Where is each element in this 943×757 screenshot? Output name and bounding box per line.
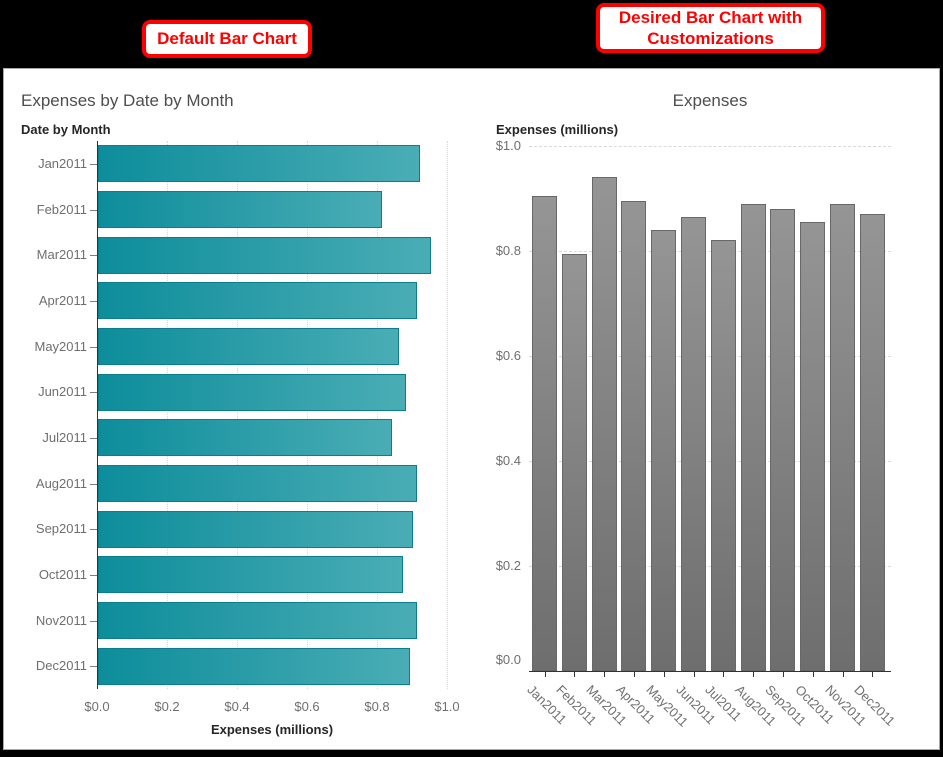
bar[interactable] [621,201,647,671]
tick-mark [90,666,97,668]
value-tick-label: $0.8 [495,243,521,258]
tick-mark [90,529,97,531]
bar[interactable] [830,204,855,671]
bar[interactable] [98,282,417,320]
value-tick-label: $0.0 [84,699,110,714]
tick-mark [90,255,97,257]
left-chart-title: Expenses by Date by Month [21,91,234,110]
gridline [167,141,168,689]
category-tick-label: Jun2011 [38,384,87,400]
tick-mark [633,672,635,677]
bar[interactable] [98,556,403,594]
category-tick-label: Mar2011 [36,247,87,263]
report-panel: Expenses by Date by Month Date by Month … [3,68,940,750]
bar[interactable] [561,254,587,671]
gridline [447,141,448,689]
tick-mark [812,672,814,677]
tick-mark [90,392,97,394]
right-chart-title: Expenses [672,91,748,110]
bar[interactable] [770,209,796,671]
category-tick-label: Dec2011 [35,658,87,674]
bar[interactable] [98,647,410,685]
tick-mark [574,672,576,677]
category-tick-label: Feb2011 [36,201,87,217]
category-tick-label: Oct2011 [38,566,87,582]
default-chart-annotation: Default Bar Chart [142,20,312,58]
desired-chart-annotation: Desired Bar Chart with Customizations [596,3,825,53]
tick-mark [842,672,844,677]
desired-chart-annotation-label: Desired Bar Chart with Customizations [618,7,803,48]
bar[interactable] [98,510,413,548]
value-tick-label: $0.6 [294,699,320,714]
bar[interactable] [98,145,420,183]
bar[interactable] [98,419,392,457]
category-tick-label: May2011 [34,338,87,354]
value-tick-label: $0.8 [364,699,390,714]
gridline [529,461,891,462]
gridline [307,141,308,689]
gridline [237,141,238,689]
tick-mark [753,672,755,677]
tick-mark [90,300,97,302]
bar[interactable] [98,373,406,411]
gridline [529,251,891,252]
bar[interactable] [98,602,417,639]
category-axis-line [97,141,98,689]
tick-mark [90,209,97,211]
category-tick-label: Aug2011 [35,475,87,491]
tick-mark [90,437,97,439]
right-chart-value-axis-title: Expenses (millions) [496,122,619,137]
bar[interactable] [98,191,382,228]
category-tick-label: Jan2011 [38,155,87,171]
bar[interactable] [681,217,706,671]
bar[interactable] [740,204,766,671]
left-chart-value-axis-title: Expenses (millions) [210,722,334,737]
tick-mark [90,574,97,576]
tick-mark [872,672,874,677]
category-tick-label: Jul2011 [42,429,87,445]
value-axis-line [529,671,891,672]
gridline [529,356,891,357]
tick-mark [693,672,695,677]
tick-mark [544,672,546,677]
tick-mark [663,672,665,677]
bar[interactable] [591,177,617,671]
tick-mark [723,672,725,677]
bar[interactable] [859,214,885,671]
bar[interactable] [710,240,736,671]
value-tick-label: $0.4 [224,699,250,714]
bar[interactable] [532,196,557,671]
bar[interactable] [651,230,677,671]
right-chart-plot: $0.0 $0.2 $0.4 $0.6 $0.8 $1.0 Jan2011 Feb2011 Ma… [4,69,941,751]
bar[interactable] [98,236,431,274]
tick-mark [604,672,606,677]
bar[interactable] [800,222,826,671]
left-chart-plot: Jan2011 Feb2011 Mar2011 Apr2011 May2011 Jun20… [4,69,484,751]
bar[interactable] [98,465,417,502]
left-chart-category-axis-title: Date by Month [21,122,111,137]
gridline [529,146,891,147]
tick-mark [782,672,784,677]
tick-mark [90,163,97,165]
value-tick-label: $0.6 [495,348,521,363]
category-tick-label: Apr2011 [38,292,87,308]
value-tick-label: $0.0 [495,652,521,667]
tick-mark [90,620,97,622]
default-chart-annotation-label: Default Bar Chart [157,29,297,49]
category-tick-label: Sep2011 [35,521,87,537]
gridline [529,566,891,567]
value-tick-label: $0.2 [495,558,521,573]
tick-mark [90,483,97,485]
value-tick-label: $1.0 [434,699,460,714]
gridline [377,141,378,689]
category-tick-label: Nov2011 [35,612,87,628]
bar[interactable] [98,328,399,365]
tick-mark [90,346,97,348]
value-tick-label: $0.4 [495,453,521,468]
value-tick-label: $0.2 [154,699,180,714]
value-tick-label: $1.0 [495,138,521,153]
